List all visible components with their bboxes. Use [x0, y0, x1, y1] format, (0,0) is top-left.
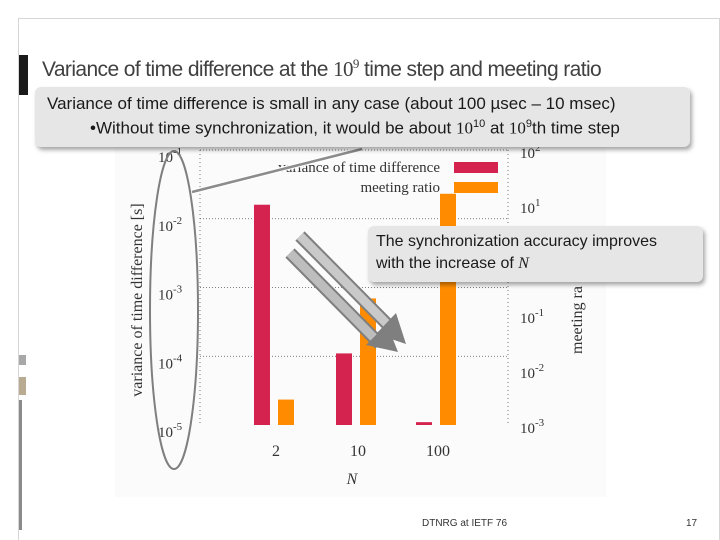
left-tick-label: 10-4: [158, 352, 183, 372]
summary-line-1: Variance of time difference is small in …: [47, 94, 616, 113]
legend-label-variance: variance of time difference: [278, 160, 440, 176]
right-tick-label: 10-1: [520, 307, 544, 327]
legend-label-meeting-ratio: meeting ratio: [360, 180, 440, 196]
left-tick-label: 10-2: [158, 215, 182, 235]
bar-variance-100: [416, 422, 432, 425]
deco-bar-3: [19, 400, 22, 530]
x-tick-label-10: 10: [350, 443, 366, 460]
page-number: 17: [686, 518, 698, 529]
title-accent-bar: [19, 55, 28, 95]
deco-bar-1: [19, 355, 26, 365]
summary-line-2: •Without time synchronization, it would …: [90, 118, 620, 138]
bar-variance-10: [336, 353, 352, 425]
summary-callout: Variance of time difference is small in …: [35, 87, 690, 147]
right-tick-label: 10-3: [520, 417, 545, 437]
right-axis-label: meeting ra: [569, 286, 586, 354]
right-tick-label: 102: [520, 142, 541, 162]
legend-swatch-meeting-ratio: [454, 182, 498, 193]
highlight-ellipse: [149, 150, 199, 470]
accuracy-line-2: with the increase of N: [376, 255, 529, 272]
right-tick-label: 10-2: [520, 362, 544, 382]
right-tick-label: 101: [520, 197, 541, 217]
footer-text: DTNRG at IETF 76: [422, 518, 508, 529]
x-tick-label-2: 2: [272, 443, 280, 460]
tick-labels: 2 10 10010-110-210-310-410-510210110-110-2…: [158, 142, 545, 460]
trend-arrow-2: [285, 248, 398, 352]
callout-pointer: [191, 147, 363, 194]
bar-meeting-ratio-2: [278, 399, 294, 425]
x-axis-label: N: [346, 471, 359, 488]
x-tick-label-100: 100: [426, 443, 450, 460]
slide-title: Variance of time difference at the 109 t…: [42, 56, 602, 81]
left-tick-label: 10-3: [158, 284, 183, 304]
legend: variance of time difference meeting rati…: [278, 160, 498, 196]
accuracy-callout: The synchronization accuracy improves wi…: [368, 226, 703, 282]
accuracy-line-1: The synchronization accuracy improves: [376, 233, 658, 250]
bar-variance-2: [254, 204, 270, 425]
legend-swatch-variance: [454, 162, 498, 173]
left-axis-label: variance of time difference [s]: [129, 203, 146, 396]
deco-bar-2: [19, 377, 26, 395]
left-tick-label: 10-5: [158, 421, 183, 441]
trend-arrow-1: [295, 231, 406, 344]
